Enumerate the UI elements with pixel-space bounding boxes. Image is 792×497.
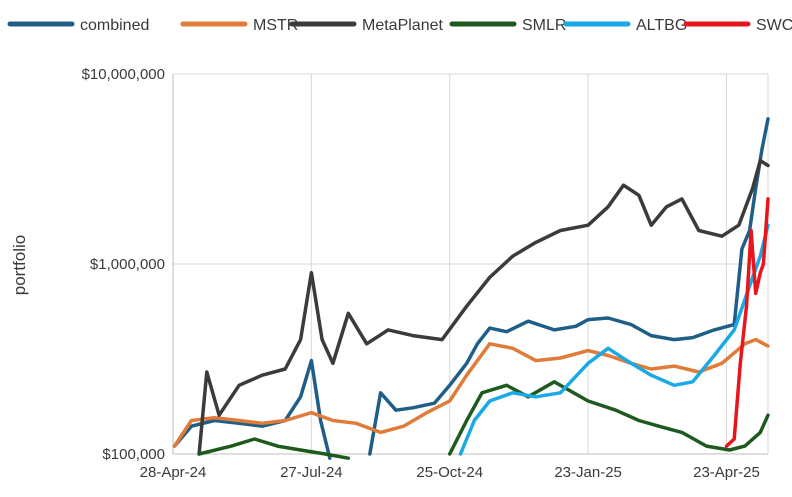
legend-item-metaplanet: MetaPlanet [289,17,443,34]
y-tick-label: $10,000,000 [82,66,165,83]
legend-item-smlr: SMLR [449,17,566,34]
series-line-metaplanet [197,158,770,456]
series-line-combined [368,117,770,456]
chart-axes [172,74,768,455]
x-tick-label: 27-Jul-24 [280,464,343,481]
chart-tick-labels: $100,000 $1,000,000 $10,000,000 28-Apr-24 27… [82,66,760,481]
series-line-smlr [197,437,351,460]
legend-label: SMLR [522,17,566,34]
legend-label: MetaPlanet [362,17,443,34]
series-line-mstr [172,337,770,448]
chart-series [172,117,770,460]
x-tick-label: 23-Jan-25 [554,464,622,481]
legend-label: MSTR [253,17,298,34]
chart-legend: combined MSTR MetaPlanet SMLR ALTBG SWC [7,17,792,34]
legend-item-altbg: ALTBG [563,17,687,34]
x-tick-label: 25-Oct-24 [416,464,483,481]
series-line-smlr [447,380,770,456]
series-line-swc [724,197,770,448]
legend-item-swc: SWC [683,17,792,34]
y-axis-title: portfolio [10,235,29,295]
legend-item-mstr: MSTR [180,17,298,34]
legend-label: ALTBG [636,17,687,34]
y-tick-label: $100,000 [102,446,165,463]
x-tick-label: 23-Apr-25 [693,464,760,481]
chart-gridlines [172,73,769,454]
legend-label: combined [80,17,149,34]
x-tick-label: 28-Apr-24 [140,464,207,481]
y-tick-label: $1,000,000 [90,256,165,273]
series-line-combined [172,358,332,460]
legend-item-combined: combined [7,17,149,34]
legend-label: SWC [756,17,792,34]
